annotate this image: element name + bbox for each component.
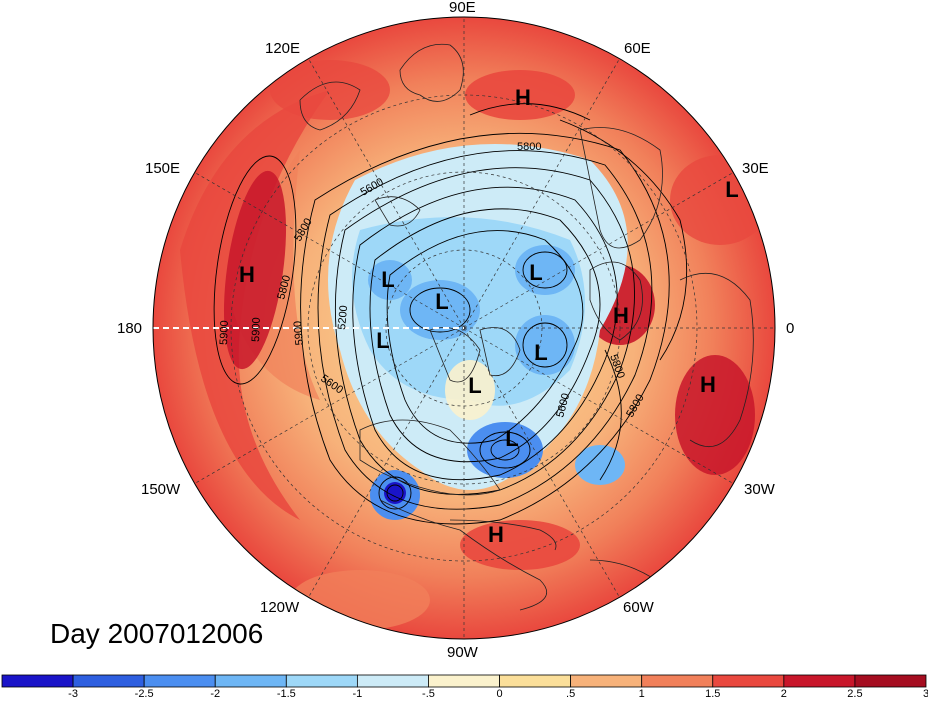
lon-label-30e: 30E — [742, 160, 769, 177]
cool-region — [515, 245, 575, 295]
contour-label: 5200 — [336, 305, 350, 330]
contour-label: 5900 — [292, 320, 306, 345]
warm-region — [460, 520, 580, 570]
colorbar-tick-label: -1.5 — [276, 688, 296, 700]
graticule — [194, 17, 775, 639]
map-border — [152, 16, 776, 640]
cool-region — [400, 280, 480, 340]
colorbar-swatch — [641, 674, 714, 688]
cool-region — [467, 422, 543, 478]
cool-region — [368, 260, 412, 300]
colorbar-tick-label: -1 — [352, 688, 363, 700]
colorbar-tick-label: .5 — [566, 688, 576, 700]
colorbar-tick-label: -.5 — [422, 688, 435, 700]
high-pressure-label: H — [239, 262, 255, 287]
colorbar-swatch — [783, 674, 856, 688]
colorbar-tick-label: 0 — [496, 688, 503, 700]
colorbar-tick-label: 1.5 — [705, 688, 721, 700]
cool-region — [445, 360, 495, 420]
cool-region — [515, 315, 575, 375]
lon-label-60e: 60E — [624, 40, 651, 57]
colorbar-swatch — [72, 674, 145, 688]
colorbar-tick-label: -2.5 — [134, 688, 154, 700]
colorbar-swatch — [143, 674, 216, 688]
lon-label-90w: 90W — [447, 644, 478, 661]
low-pressure-label: L — [435, 289, 448, 314]
high-pressure-label: H — [700, 372, 716, 397]
lon-label-120e: 120E — [265, 40, 301, 57]
lon-label-150w: 150W — [141, 481, 181, 498]
high-pressure-label: H — [515, 85, 531, 110]
low-pressure-label: L — [725, 177, 738, 202]
warm-region — [270, 60, 390, 120]
colorbar-swatch — [214, 674, 287, 688]
low-pressure-label: L — [468, 373, 481, 398]
lon-label-60w: 60W — [623, 599, 654, 616]
lon-label-0: 0 — [786, 320, 795, 337]
low-pressure-label: L — [534, 340, 547, 365]
system-labels: H H L L L L L L L H H H L — [239, 85, 739, 547]
high-pressure-label: H — [613, 303, 629, 328]
colorbar-swatch — [570, 674, 643, 688]
contour-label: 5900 — [250, 317, 263, 342]
colorbar-tick-label: 1 — [638, 688, 645, 700]
colorbar — [1, 674, 927, 688]
colorbar-tick-label: 3 — [922, 688, 928, 700]
contour-label: 5800 — [517, 141, 541, 153]
contour-label: 5900 — [218, 320, 231, 345]
lon-label-120w: 120W — [260, 599, 300, 616]
height-contours — [213, 103, 688, 525]
lon-label-150e: 150E — [145, 160, 181, 177]
colorbar-swatch — [854, 674, 927, 688]
colorbar-swatch — [285, 674, 358, 688]
cool-region — [575, 445, 625, 485]
warm-region — [223, 170, 287, 370]
low-pressure-label: L — [529, 260, 542, 285]
colorbar-tick-label: -3 — [68, 688, 78, 700]
colorbar-tick-label: 2 — [780, 688, 787, 700]
colorbar-tick-label: 2.5 — [847, 688, 863, 700]
low-pressure-label: L — [381, 267, 394, 292]
lon-label-30w: 30W — [744, 481, 775, 498]
coastlines — [299, 43, 754, 631]
low-pressure-label: L — [376, 328, 389, 353]
low-pressure-label: L — [505, 426, 518, 451]
colorbar-swatch — [1, 674, 74, 688]
colorbar-swatch — [356, 674, 429, 688]
warm-region — [180, 90, 330, 520]
colorbar-swatch — [428, 674, 500, 688]
lon-label-180: 180 — [117, 320, 143, 337]
lon-label-90e: 90E — [449, 0, 476, 16]
warm-region — [675, 355, 755, 475]
colorbar-swatch — [499, 674, 572, 688]
colorbar-tick-label: -2 — [210, 688, 221, 700]
high-pressure-label: H — [488, 522, 504, 547]
date-title: Day 2007012006 — [50, 618, 264, 649]
colorbar-swatch — [712, 674, 785, 688]
